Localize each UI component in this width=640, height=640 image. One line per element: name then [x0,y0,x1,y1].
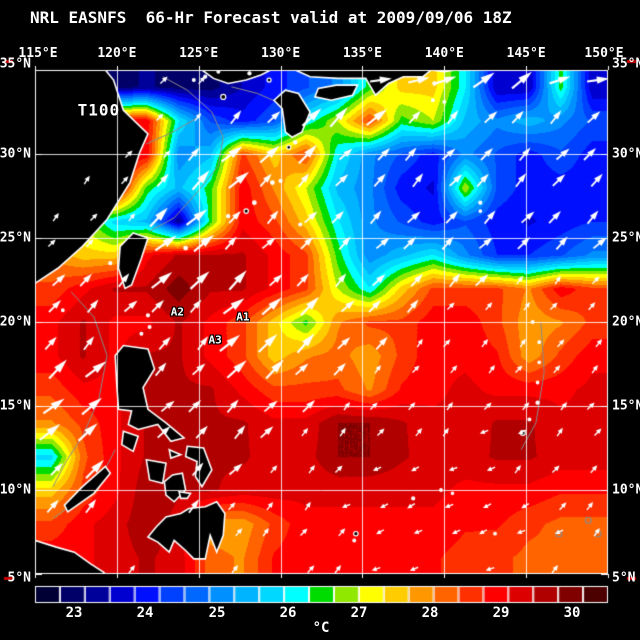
lat-tick-label: 35°N [0,56,31,72]
lon-tick-label: 115°E [18,46,58,61]
lon-tick-label: 130°E [261,46,301,61]
lon-tick-label: 140°E [424,46,464,61]
lat-tick-label: 5°N [7,570,31,586]
lon-tick-label: 145°E [506,46,546,61]
lat-tick-label: 30°N [612,146,640,162]
page-title: NRL EASNFS 66-Hr Forecast valid at 2009/… [30,8,512,27]
colorbar-tick: 26 [279,605,297,621]
colorbar-tick: 27 [350,605,368,621]
depth-level-label: T100 [77,100,121,120]
colorbar-tick: 29 [492,605,510,621]
lat-tick-label: 25°N [0,230,31,246]
colorbar-tick: 23 [65,605,83,621]
lon-tick-label: 135°E [342,46,382,61]
lat-tick-label: 10°N [612,482,640,498]
lat-tick-label: 5°N [612,570,636,586]
lat-tick-label: 35°N [612,56,640,72]
colorbar-unit-label: °C [312,620,330,636]
lon-tick-label: 125°E [179,46,219,61]
station-marker-a3: A3 [208,333,222,347]
colorbar-tick: 28 [421,605,439,621]
lat-tick-label: 25°N [612,230,640,246]
lat-tick-label: 20°N [612,314,640,330]
colorbar-tick: 30 [563,605,581,621]
station-marker-a1: A1 [236,310,250,324]
station-marker-a2: A2 [170,305,185,319]
colorbar-tick: 24 [136,605,154,621]
lat-tick-label: 30°N [0,146,31,162]
lat-tick-label: 10°N [0,482,31,498]
lat-tick-label: 15°N [612,398,640,414]
lon-tick-label: 120°E [97,46,137,61]
lat-tick-label: 20°N [0,314,31,330]
colorbar-tick: 25 [208,605,226,621]
lat-tick-label: 15°N [0,398,31,414]
lon-tick-label: 150°E [584,46,624,61]
